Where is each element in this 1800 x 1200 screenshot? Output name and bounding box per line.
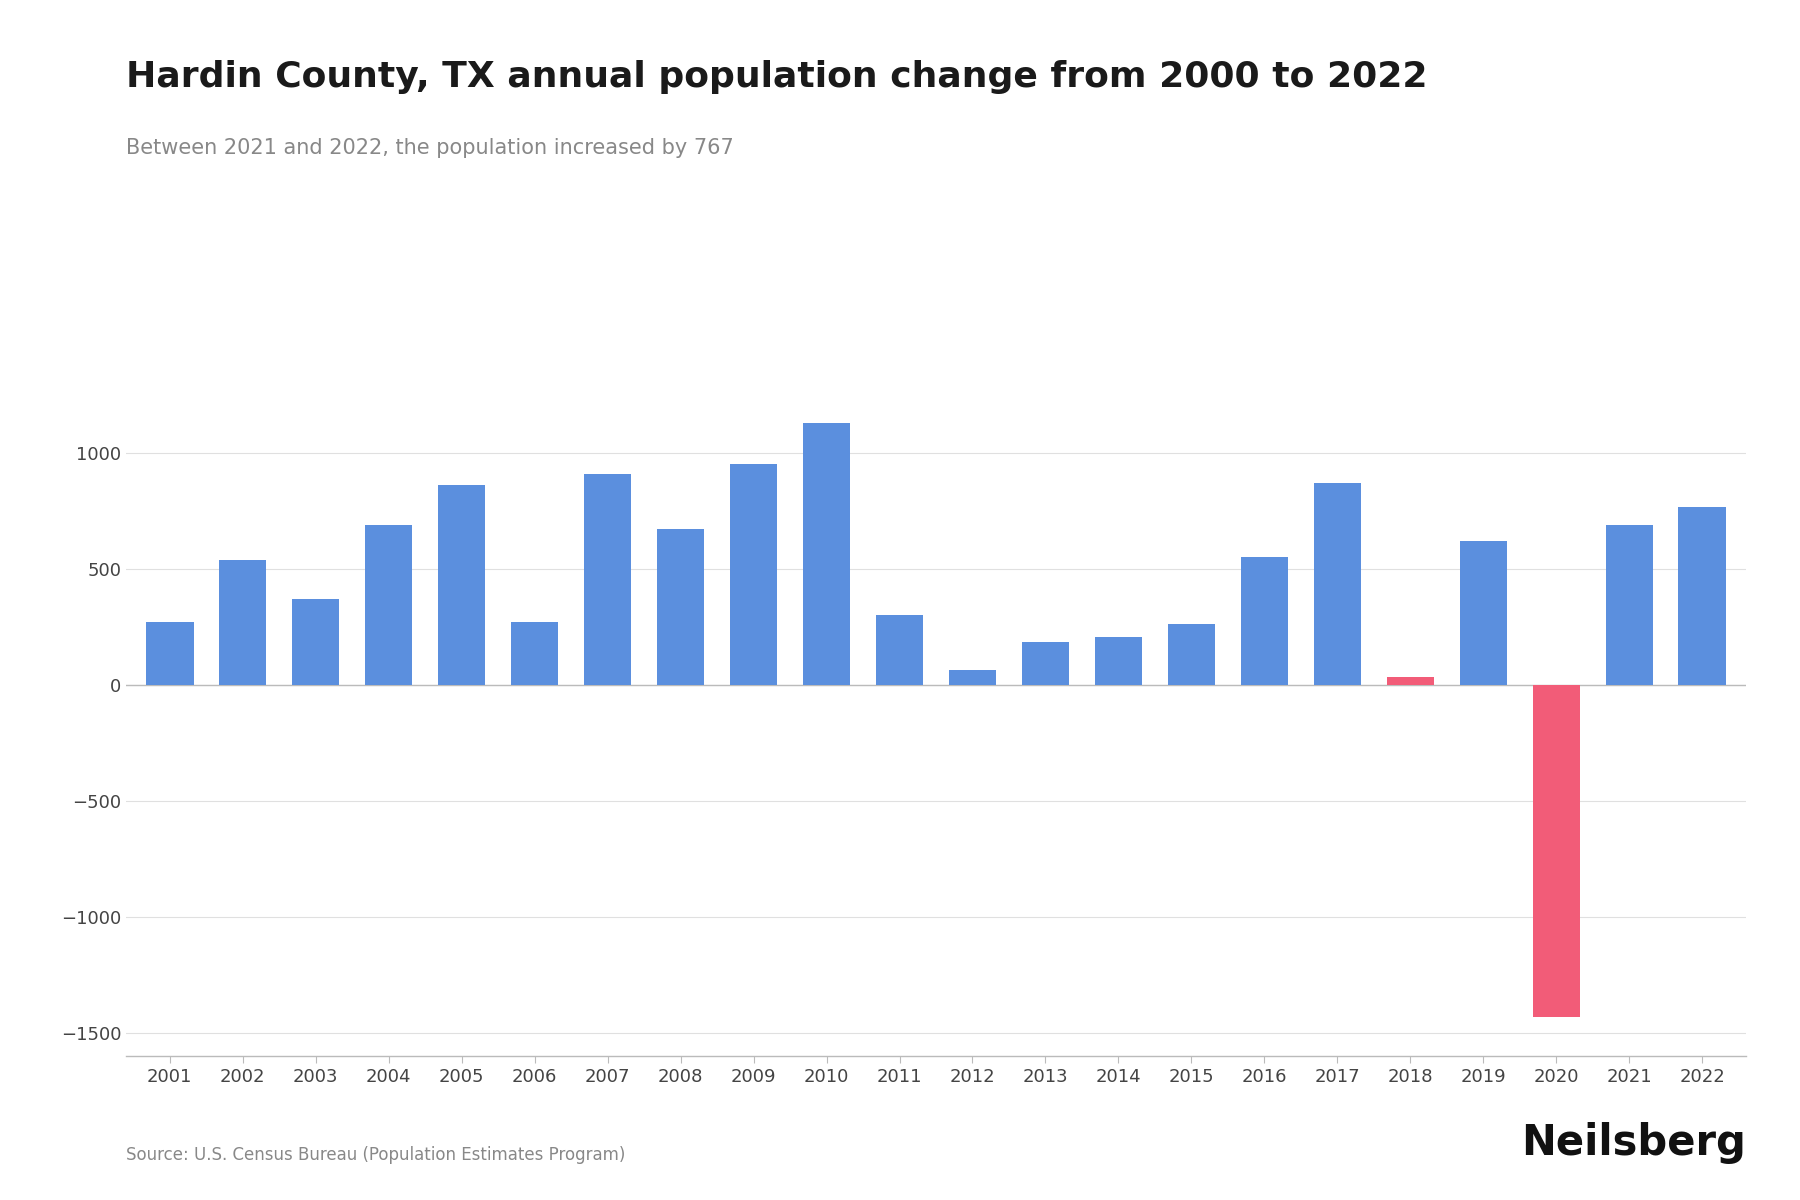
Bar — [146, 622, 194, 685]
Bar — [220, 559, 266, 685]
Bar — [583, 474, 632, 685]
Bar — [437, 485, 486, 685]
Bar — [365, 524, 412, 685]
Text: Neilsberg: Neilsberg — [1521, 1122, 1746, 1164]
Bar — [1678, 506, 1726, 685]
Bar — [1240, 557, 1289, 685]
Bar — [1314, 482, 1361, 685]
Bar — [1460, 541, 1507, 685]
Bar — [511, 622, 558, 685]
Bar — [877, 616, 923, 685]
Bar — [949, 670, 995, 685]
Text: Source: U.S. Census Bureau (Population Estimates Program): Source: U.S. Census Bureau (Population E… — [126, 1146, 625, 1164]
Bar — [292, 599, 340, 685]
Bar — [1606, 524, 1652, 685]
Bar — [1168, 624, 1215, 685]
Text: Between 2021 and 2022, the population increased by 767: Between 2021 and 2022, the population in… — [126, 138, 734, 158]
Bar — [803, 422, 850, 685]
Bar — [1386, 677, 1435, 685]
Bar — [1022, 642, 1069, 685]
Bar — [729, 464, 778, 685]
Bar — [1532, 685, 1580, 1016]
Text: Hardin County, TX annual population change from 2000 to 2022: Hardin County, TX annual population chan… — [126, 60, 1427, 94]
Bar — [1094, 637, 1143, 685]
Bar — [657, 529, 704, 685]
